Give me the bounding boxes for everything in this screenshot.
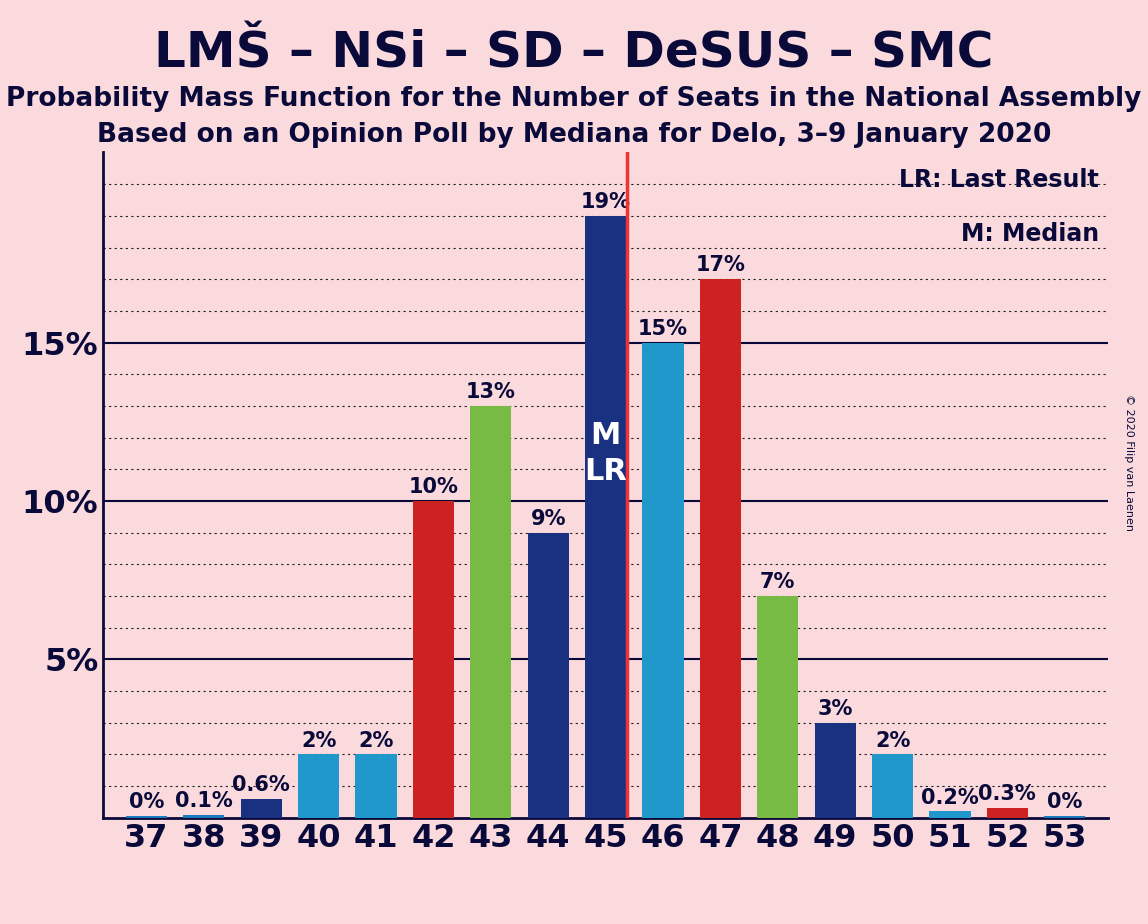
Bar [241, 798, 282, 818]
Bar [528, 532, 569, 818]
Text: LR: Last Result: LR: Last Result [900, 168, 1100, 192]
Bar [643, 343, 684, 818]
Text: 0.1%: 0.1% [174, 791, 233, 810]
Text: 0.3%: 0.3% [978, 784, 1037, 805]
Text: 9%: 9% [530, 509, 566, 529]
Bar [815, 723, 856, 818]
Text: 0.2%: 0.2% [921, 787, 979, 808]
Text: 0.6%: 0.6% [232, 775, 290, 795]
Text: 19%: 19% [581, 192, 630, 212]
Bar [298, 754, 340, 818]
Bar [1045, 816, 1086, 818]
Bar [700, 279, 742, 818]
Text: 0%: 0% [129, 793, 164, 812]
Text: 2%: 2% [875, 731, 910, 750]
Text: Probability Mass Function for the Number of Seats in the National Assembly: Probability Mass Function for the Number… [6, 86, 1142, 112]
Text: Based on an Opinion Poll by Mediana for Delo, 3–9 January 2020: Based on an Opinion Poll by Mediana for … [96, 122, 1052, 148]
Bar [413, 501, 455, 818]
Bar [585, 216, 627, 818]
Text: 0%: 0% [1047, 793, 1083, 812]
Text: 17%: 17% [696, 255, 745, 275]
Bar [872, 754, 914, 818]
Text: © 2020 Filip van Laenen: © 2020 Filip van Laenen [1124, 394, 1134, 530]
Text: 2%: 2% [358, 731, 394, 750]
Bar [184, 815, 225, 818]
Text: 10%: 10% [409, 477, 458, 497]
Text: 15%: 15% [638, 319, 688, 339]
Bar [126, 816, 168, 818]
Text: M: Median: M: Median [961, 222, 1100, 246]
Text: 7%: 7% [760, 572, 796, 592]
Bar [930, 811, 971, 818]
Text: 3%: 3% [817, 699, 853, 719]
Text: 13%: 13% [466, 383, 515, 402]
Text: 2%: 2% [301, 731, 336, 750]
Bar [356, 754, 397, 818]
Bar [471, 406, 512, 818]
Bar [758, 596, 799, 818]
Text: M
LR: M LR [584, 421, 627, 486]
Bar [987, 808, 1029, 818]
Text: LMŠ – NSi – SD – DeSUS – SMC: LMŠ – NSi – SD – DeSUS – SMC [154, 30, 994, 78]
